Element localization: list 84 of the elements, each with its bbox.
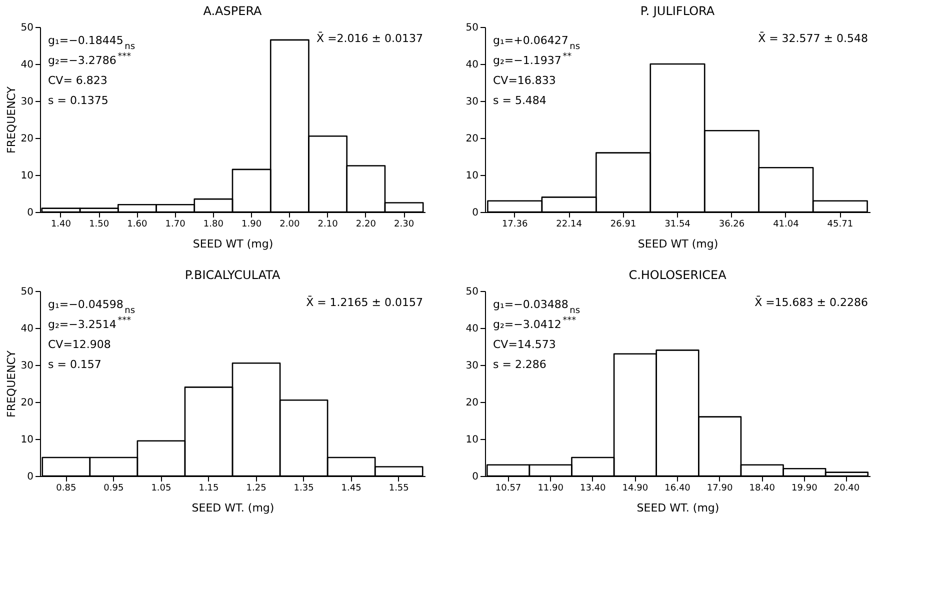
y-tick-label: 10	[20, 434, 34, 446]
x-tick-label: 1.55	[388, 484, 409, 494]
y-tick-label: 20	[466, 398, 478, 408]
annotation: X̄ = 1.2165 ± 0.0157	[306, 294, 423, 309]
x-tick-label: 45.71	[827, 220, 854, 230]
x-tick-label: 19.90	[792, 484, 818, 494]
y-tick-label: 50	[466, 286, 478, 298]
x-tick-label: 1.35	[294, 484, 314, 494]
x-tick-label: 17.36	[502, 220, 528, 230]
x-tick-label: 1.60	[127, 220, 148, 230]
y-tick-label: 40	[20, 60, 34, 70]
annotation: X̄ = 32.577 ± 0.548	[758, 30, 868, 45]
x-tick-label: 1.40	[50, 220, 72, 230]
y-tick-label: 40	[466, 324, 478, 334]
y-tick-label: 10	[20, 170, 34, 182]
x-axis-title: SEED WT. (mg)	[192, 502, 274, 514]
annotation: X̄ =2.016 ± 0.0137	[316, 30, 423, 45]
chart-title: P.BICALYCULATA	[184, 268, 281, 282]
annotation: CV= 6.823	[48, 74, 108, 87]
y-tick-label: 20	[466, 134, 478, 144]
y-tick-label: 20	[20, 398, 34, 408]
x-tick-label: 1.80	[203, 220, 224, 230]
x-tick-label: 36.26	[718, 220, 745, 230]
annotation: g₂=−3.2514***	[48, 316, 132, 331]
x-tick-label: 13.40	[580, 484, 606, 494]
y-tick-label: 20	[20, 134, 34, 144]
annotation: g₂=−3.0412***	[493, 316, 577, 331]
x-tick-label: 2.30	[394, 220, 414, 230]
x-tick-label: 1.05	[151, 484, 172, 494]
x-tick-label: 31.54	[664, 220, 691, 230]
x-axis-title: SEED WT (mg)	[192, 238, 274, 250]
y-tick-label: 30	[466, 360, 478, 372]
x-tick-label: 2.10	[318, 220, 338, 230]
x-axis-title: SEED WT. (mg)	[636, 502, 720, 514]
x-tick-label: 26.91	[610, 220, 636, 230]
y-tick-label: 30	[466, 96, 478, 108]
annotation: CV=12.908	[48, 338, 111, 351]
y-tick-label: 0	[472, 208, 478, 218]
chart-title: P. JULIFLORA	[640, 4, 716, 18]
x-tick-label: 11.90	[538, 484, 564, 494]
x-tick-label: 16.40	[664, 484, 691, 494]
annotation: s = 5.484	[493, 94, 546, 107]
y-axis-title: FREQUENCY	[4, 350, 18, 418]
x-tick-label: 1.50	[89, 220, 110, 230]
y-tick-label: 40	[466, 60, 478, 70]
annotation: s = 0.1375	[48, 94, 108, 107]
y-tick-label: 10	[466, 434, 478, 446]
x-tick-label: 2.20	[356, 220, 376, 230]
x-tick-label: 1.45	[341, 484, 362, 494]
annotation: g₂=−1.1937**	[493, 52, 572, 67]
x-tick-label: 22.14	[556, 220, 582, 230]
x-tick-label: 17.90	[706, 484, 733, 494]
y-tick-label: 30	[20, 360, 34, 372]
x-tick-label: 10.57	[495, 484, 522, 494]
annotation: g₂=−3.2786***	[48, 52, 132, 67]
x-tick-label: 41.04	[773, 220, 800, 230]
y-tick-label: 10	[466, 170, 478, 182]
x-tick-label: 1.70	[165, 220, 186, 230]
annotation: s = 2.286	[493, 358, 546, 371]
chart-title: A.ASPERA	[203, 4, 263, 18]
y-tick-label: 0	[27, 472, 34, 482]
chart-title: C.HOLOSERICEA	[628, 268, 728, 282]
y-tick-label: 50	[466, 22, 478, 34]
y-tick-label: 40	[20, 324, 34, 334]
y-tick-label: 0	[472, 472, 478, 482]
x-tick-label: 18.40	[749, 484, 776, 494]
x-tick-label: 2.00	[280, 220, 300, 230]
y-tick-label: 0	[27, 208, 34, 218]
x-tick-label: 1.90	[242, 220, 262, 230]
x-tick-label: 1.15	[198, 484, 219, 494]
x-tick-label: 20.40	[834, 484, 860, 494]
annotation: s = 0.157	[48, 358, 102, 371]
x-tick-label: 14.90	[622, 484, 648, 494]
y-tick-label: 50	[20, 286, 34, 298]
x-tick-label: 0.95	[104, 484, 124, 494]
y-axis-title: FREQUENCY	[4, 86, 18, 154]
y-tick-label: 30	[20, 96, 34, 108]
x-tick-label: 1.25	[246, 484, 266, 494]
annotation: CV=16.833	[493, 74, 556, 87]
annotation: CV=14.573	[493, 338, 556, 351]
y-tick-label: 50	[20, 22, 34, 34]
x-axis-title: SEED WT (mg)	[638, 238, 718, 250]
x-tick-label: 0.85	[56, 484, 76, 494]
annotation: X̄ =15.683 ± 0.2286	[754, 294, 868, 309]
